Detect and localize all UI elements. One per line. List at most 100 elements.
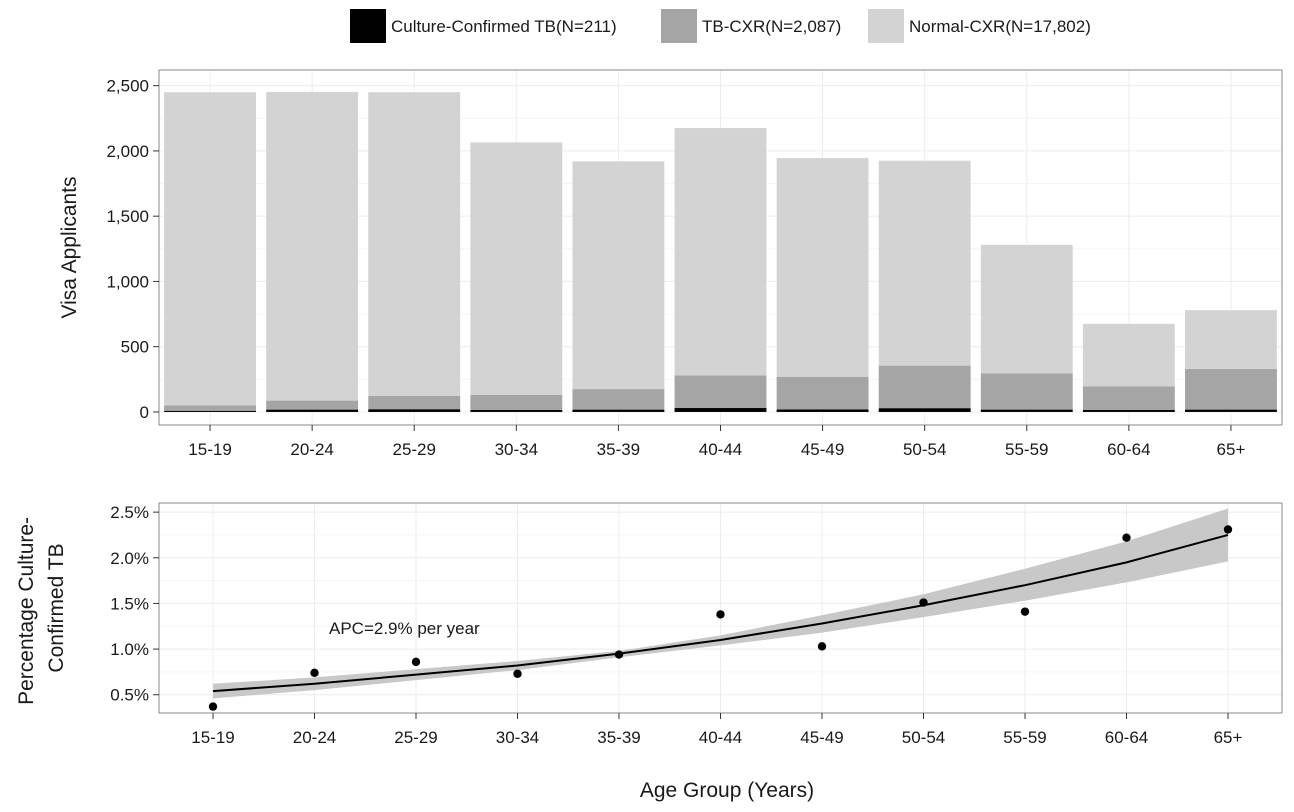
bar-panel-y-axis-title: Visa Applicants	[58, 176, 81, 318]
bar-normal-cxr-45-49	[776, 158, 869, 377]
bar-normal-cxr-40-44	[674, 128, 767, 376]
bar-culture-confirmed-tb-30-34	[470, 409, 563, 412]
fitted-trend-line	[212, 533, 1229, 693]
bar-normal-cxr-20-24	[266, 91, 359, 401]
bar-tb-cxr-60-64	[1082, 386, 1175, 410]
bar-tb-cxr-30-34	[470, 394, 563, 410]
trend-panel-y-axis-title: Percentage Culture- Confirmed TB	[15, 511, 68, 705]
trend-x-tick-label-40-44: 40-44	[699, 728, 742, 747]
legend: Culture-Confirmed TB(N=211) TB-CXR(N=2,0…	[350, 9, 1091, 43]
legend-swatch-tb-cxr	[661, 9, 697, 43]
bar-tb-cxr-50-54	[878, 365, 971, 409]
trend-x-tick-label-55-59: 55-59	[1003, 728, 1046, 747]
observed-points	[208, 525, 1233, 711]
legend-label-culture-confirmed: Culture-Confirmed TB(N=211)	[391, 17, 617, 36]
trend-panel-y-ticks: 0.5% 1.0% 1.5% 2.0% 2.5%	[110, 503, 159, 705]
bar-culture-confirmed-tb-45-49	[776, 409, 869, 412]
bar-culture-confirmed-tb-60-64	[1082, 409, 1175, 412]
point-40-44	[716, 610, 725, 619]
point-30-34	[513, 669, 522, 678]
bar-tb-cxr-65	[1185, 368, 1277, 410]
trend-y-title-line-1: Percentage Culture-	[15, 517, 38, 705]
legend-swatch-culture-confirmed	[350, 9, 386, 43]
confidence-band	[213, 508, 1228, 699]
bar-culture-confirmed-tb-20-24	[266, 409, 359, 412]
bar-tb-cxr-55-59	[980, 373, 1073, 410]
bar-x-tick-label-15-19: 15-19	[188, 440, 231, 459]
legend-label-tb-cxr: TB-CXR(N=2,087)	[702, 17, 841, 36]
bar-x-tick-label-20-24: 20-24	[290, 440, 333, 459]
bar-normal-cxr-35-39	[572, 161, 665, 390]
trend-x-tick-label-65: 65+	[1214, 728, 1243, 747]
bar-normal-cxr-55-59	[980, 244, 1073, 374]
trend-x-tick-label-25-29: 25-29	[394, 728, 437, 747]
apc-annotation: APC=2.9% per year	[329, 619, 480, 638]
trend-y-tick-label: 0.5%	[110, 686, 149, 705]
point-25-29	[411, 657, 421, 667]
trend-x-tick-label-60-64: 60-64	[1105, 728, 1148, 747]
point-60-64	[1122, 533, 1131, 542]
point-50-54	[919, 598, 928, 607]
bar-panel-x-ticks: 15-19 20-24 25-29 30-34 35-39 40-44 45-49 50-54…	[188, 425, 1245, 459]
trend-x-tick-label-50-54: 50-54	[902, 728, 945, 747]
trend-y-tick-label: 1.5%	[110, 594, 149, 613]
bar-x-tick-label-55-59: 55-59	[1005, 440, 1048, 459]
bar-y-tick-label: 0	[140, 403, 149, 422]
stacked-bar-panel: 0 500 1,000 1,500 2,000 2,500 15-19 20-24 25-29…	[58, 69, 1283, 459]
bar-normal-cxr-50-54	[878, 160, 971, 366]
bar-tb-cxr-15-19	[164, 405, 256, 411]
trend-y-tick-label: 1.0%	[110, 640, 149, 659]
bar-x-tick-label-30-34: 30-34	[495, 440, 538, 459]
point-20-24	[310, 668, 319, 678]
bar-y-tick-label: 2,500	[106, 77, 149, 96]
trend-x-tick-label-20-24: 20-24	[293, 728, 336, 747]
legend-label-normal-cxr: Normal-CXR(N=17,802)	[909, 17, 1091, 36]
bar-y-tick-label: 2,000	[106, 142, 149, 161]
trend-y-tick-label: 2.5%	[110, 503, 149, 522]
point-45-49	[817, 642, 827, 651]
bar-group	[164, 91, 1277, 412]
trend-x-tick-label-15-19: 15-19	[191, 728, 234, 747]
trend-x-tick-label-35-39: 35-39	[597, 728, 640, 747]
trend-panel: 0.5% 1.0% 1.5% 2.0% 2.5% 15-19 20-24 25-29 30-3…	[15, 502, 1283, 802]
bar-tb-cxr-40-44	[674, 375, 767, 409]
bar-x-tick-label-65: 65+	[1217, 440, 1246, 459]
bar-x-tick-label-60-64: 60-64	[1107, 440, 1150, 459]
trend-panel-x-ticks: 15-19 20-24 25-29 30-34 35-39 40-44 45-49 50-54…	[191, 713, 1242, 747]
bar-y-tick-label: 1,000	[106, 272, 149, 291]
bar-culture-confirmed-tb-40-44	[674, 408, 767, 412]
trend-panel-gridlines	[159, 503, 1282, 713]
point-35-39	[614, 650, 624, 659]
point-65	[1223, 525, 1233, 534]
bar-x-tick-label-40-44: 40-44	[699, 440, 742, 459]
bar-y-tick-label: 1,500	[106, 207, 149, 226]
bar-normal-cxr-15-19	[164, 92, 256, 406]
bar-normal-cxr-60-64	[1082, 323, 1175, 387]
bar-normal-cxr-65	[1185, 310, 1277, 369]
point-15-19	[208, 702, 218, 711]
point-55-59	[1020, 607, 1030, 616]
trend-x-tick-label-45-49: 45-49	[800, 728, 843, 747]
bar-culture-confirmed-tb-65	[1185, 409, 1277, 412]
bar-culture-confirmed-tb-55-59	[980, 409, 1073, 412]
legend-swatch-normal-cxr	[868, 9, 904, 43]
bar-x-tick-label-50-54: 50-54	[903, 440, 946, 459]
trend-x-tick-label-30-34: 30-34	[496, 728, 539, 747]
bar-normal-cxr-30-34	[470, 142, 563, 395]
bar-culture-confirmed-tb-15-19	[164, 410, 256, 412]
bar-culture-confirmed-tb-35-39	[572, 409, 665, 412]
bar-x-tick-label-35-39: 35-39	[597, 440, 640, 459]
bar-culture-confirmed-tb-25-29	[368, 409, 461, 412]
bar-culture-confirmed-tb-50-54	[878, 408, 971, 412]
bar-x-tick-label-25-29: 25-29	[392, 440, 435, 459]
bar-tb-cxr-25-29	[368, 396, 461, 410]
trend-y-tick-label: 2.0%	[110, 549, 149, 568]
bar-tb-cxr-35-39	[572, 389, 665, 410]
bar-tb-cxr-20-24	[266, 400, 359, 410]
x-axis-title: Age Group (Years)	[640, 779, 814, 802]
trend-y-title-line-2: Confirmed TB	[45, 543, 68, 672]
bar-tb-cxr-45-49	[776, 376, 869, 410]
bar-y-tick-label: 500	[121, 338, 149, 357]
